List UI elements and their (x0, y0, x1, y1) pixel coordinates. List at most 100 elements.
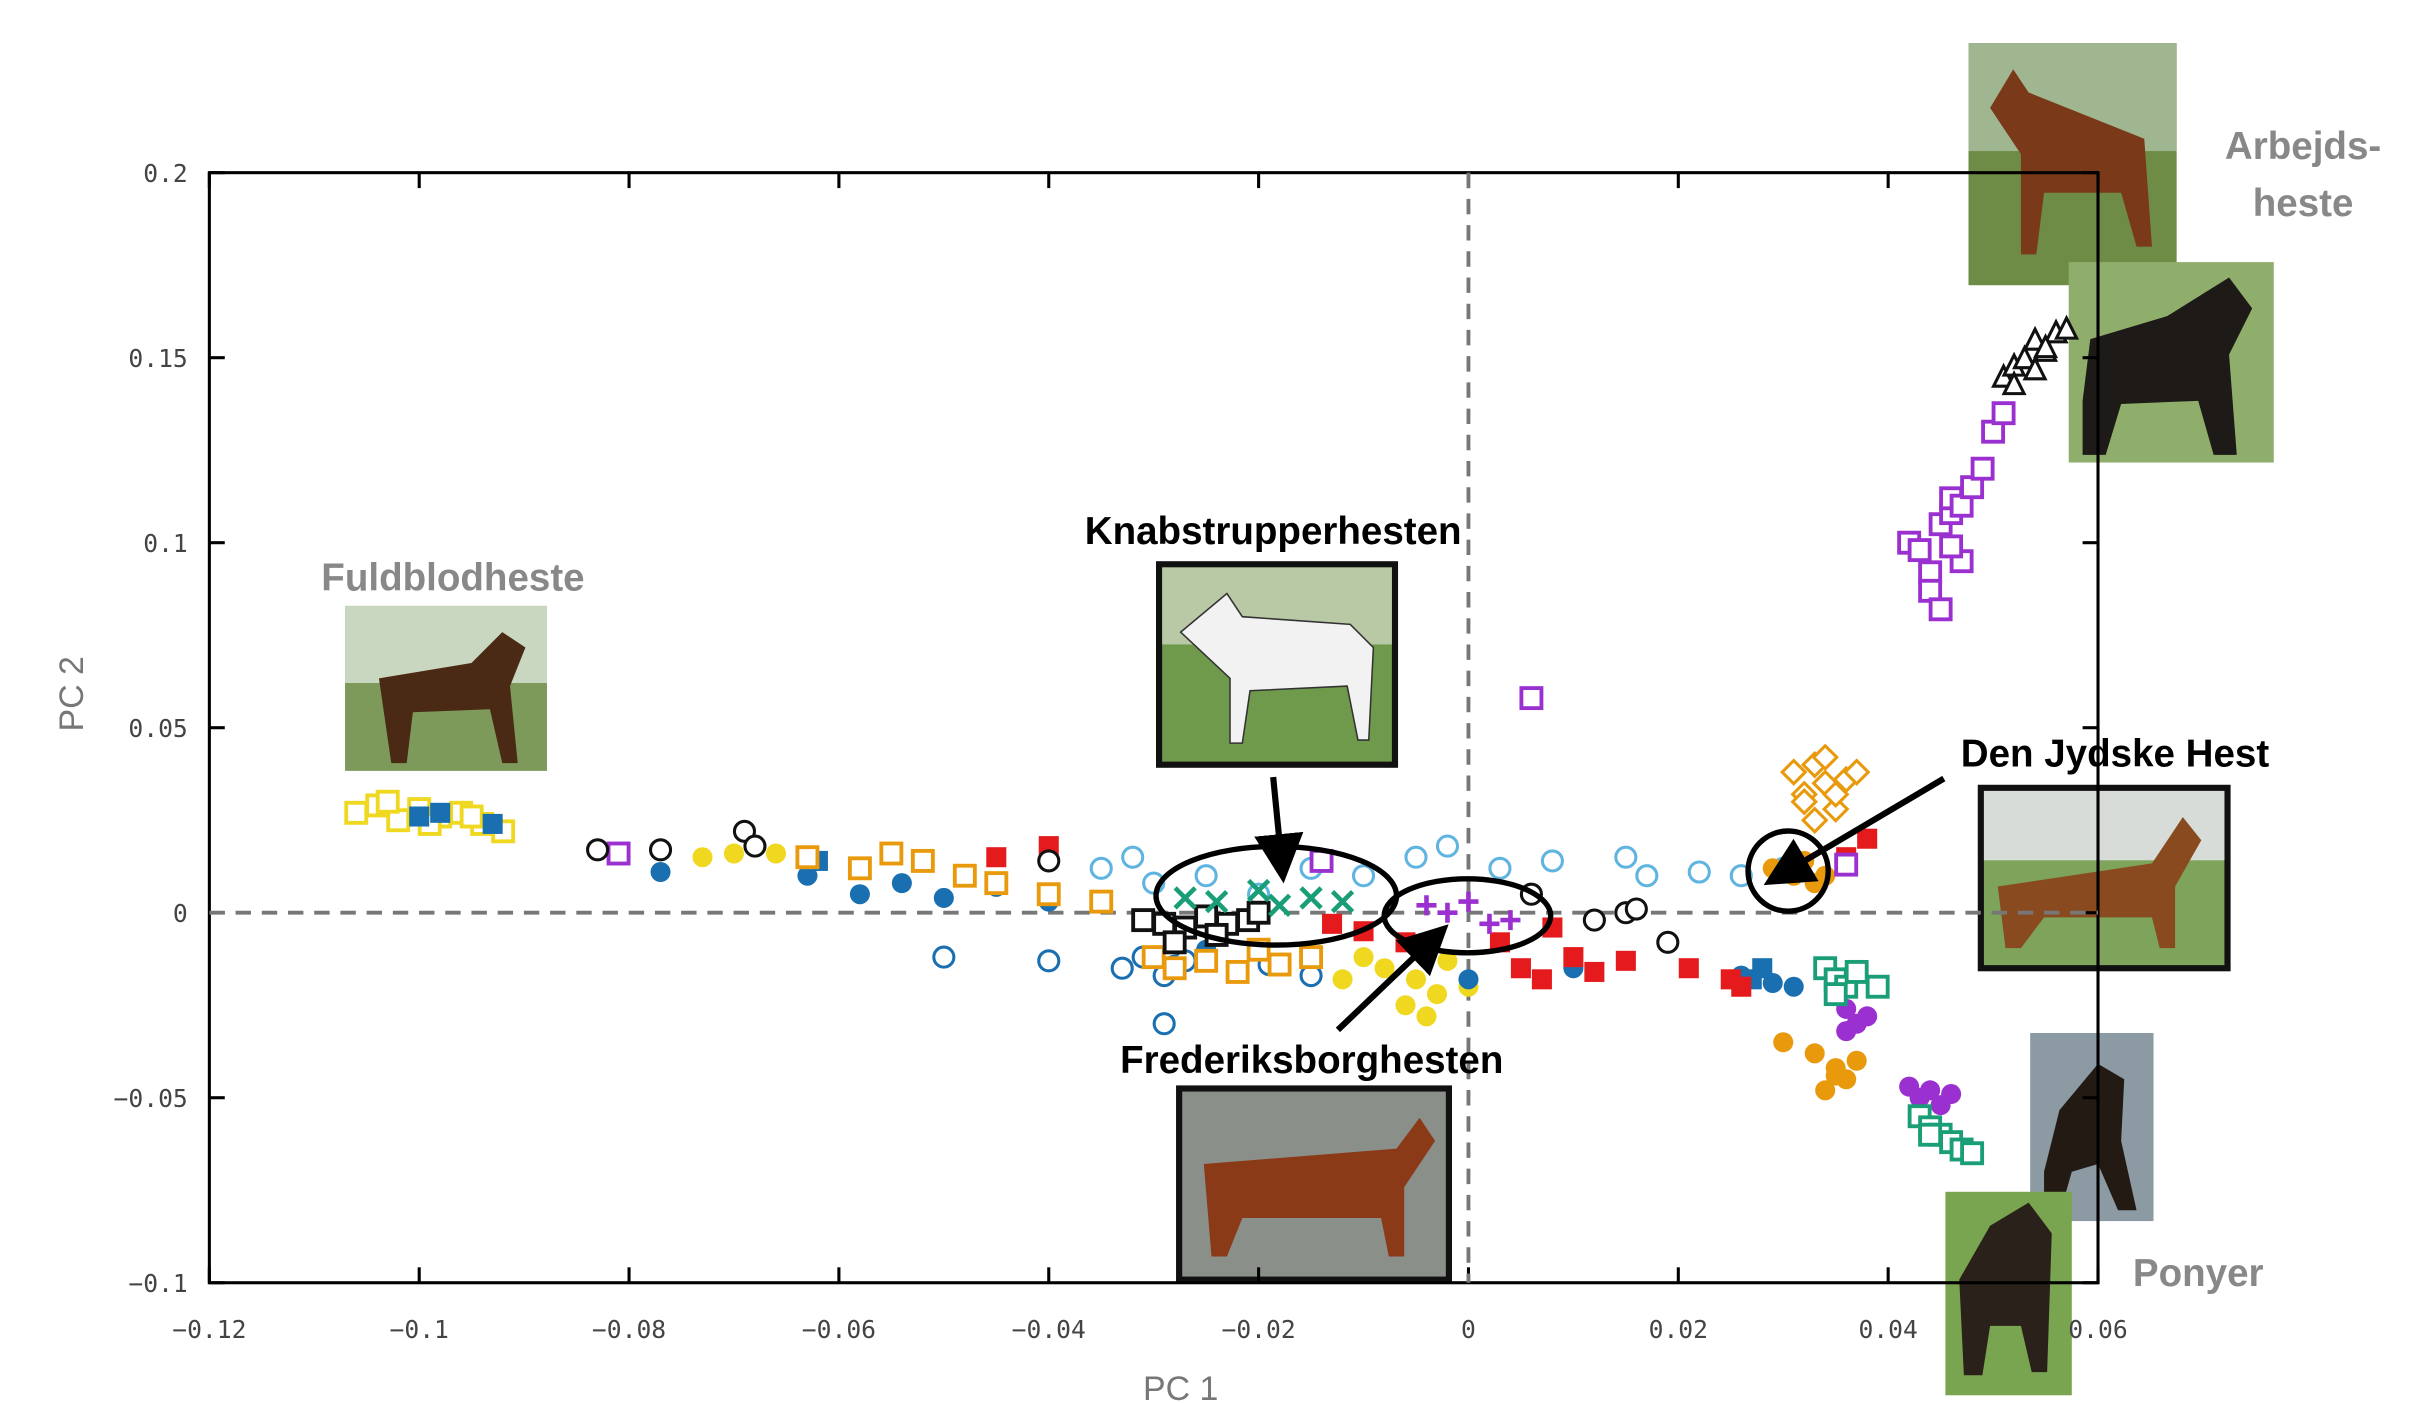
point (724, 843, 744, 863)
point (986, 873, 1006, 893)
point (1994, 403, 2014, 423)
point (1521, 688, 1541, 708)
point (1763, 973, 1783, 993)
y-tick-label: −0.05 (114, 1084, 188, 1113)
x-axis-title: PC 1 (1143, 1370, 1218, 1403)
x-tick-label: −0.12 (172, 1315, 246, 1344)
point (483, 814, 503, 834)
annotation: Fuldblodheste (321, 556, 584, 599)
point (1165, 958, 1185, 978)
point (1437, 836, 1457, 856)
point (1354, 947, 1374, 967)
point (986, 847, 1006, 867)
point (1805, 1043, 1825, 1063)
point (1847, 1051, 1867, 1071)
point (1039, 884, 1059, 904)
point (1637, 866, 1657, 886)
point (1039, 851, 1059, 871)
point (1133, 910, 1153, 930)
x-tick-label: 0.02 (1649, 1315, 1708, 1344)
point (1091, 892, 1111, 912)
point (1616, 847, 1636, 867)
point (1941, 536, 1961, 556)
point (1458, 892, 1478, 912)
point (1773, 1032, 1793, 1052)
point (1857, 829, 1877, 849)
x-tick-label: −0.08 (592, 1315, 666, 1344)
point (1920, 1125, 1940, 1145)
point (409, 806, 429, 826)
y-tick-label: 0.1 (143, 529, 188, 558)
point (1249, 903, 1269, 923)
point (1826, 1066, 1846, 1086)
point (1395, 995, 1415, 1015)
x-tick-label: 0 (1461, 1315, 1476, 1344)
point (934, 888, 954, 908)
point (1511, 958, 1531, 978)
annotation: Ponyer (2133, 1252, 2264, 1295)
point (745, 836, 765, 856)
point (1437, 903, 1457, 923)
point (1301, 888, 1321, 908)
point (1091, 858, 1111, 878)
point (934, 947, 954, 967)
point (1112, 958, 1132, 978)
point (881, 843, 901, 863)
point (913, 851, 933, 871)
point (1836, 855, 1856, 875)
point (1826, 984, 1846, 1004)
point (1626, 899, 1646, 919)
point (1931, 599, 1951, 619)
y-axis-title: PC 2 (53, 656, 91, 731)
point (1354, 866, 1374, 886)
y-tick-label: 0.05 (128, 714, 187, 743)
y-tick-label: 0.15 (128, 344, 187, 373)
point (1784, 977, 1804, 997)
point (1679, 958, 1699, 978)
point (1458, 969, 1478, 989)
point (1144, 947, 1164, 967)
point (1416, 1006, 1436, 1026)
point (1165, 932, 1185, 952)
point (1333, 969, 1353, 989)
point (378, 792, 398, 812)
point (651, 840, 671, 860)
point (1910, 540, 1930, 560)
point (1154, 1014, 1174, 1034)
point (1584, 962, 1604, 982)
annotation: Knabstrupperhesten (1085, 510, 1462, 553)
point (1857, 1006, 1877, 1026)
point (1868, 977, 1888, 997)
point (651, 862, 671, 882)
point (1406, 969, 1426, 989)
point (766, 843, 786, 863)
point (1563, 947, 1583, 967)
point (1333, 892, 1353, 912)
annotation: Frederiksborghesten (1120, 1039, 1503, 1082)
x-tick-label: 0.04 (1858, 1315, 1917, 1344)
point (1847, 962, 1867, 982)
point (1406, 847, 1426, 867)
point (1479, 914, 1499, 934)
point (1196, 951, 1216, 971)
highlight-ellipse (1156, 846, 1397, 945)
point (1270, 895, 1290, 915)
x-tick-label: −0.06 (802, 1315, 876, 1344)
x-tick-label: −0.1 (390, 1315, 449, 1344)
point (1532, 969, 1552, 989)
point (1270, 955, 1290, 975)
point (1836, 1021, 1856, 1041)
point (1301, 947, 1321, 967)
photos (345, 43, 2274, 1395)
point (850, 884, 870, 904)
point (346, 803, 366, 823)
point (609, 843, 629, 863)
point (1689, 862, 1709, 882)
point (1542, 851, 1562, 871)
point (850, 858, 870, 878)
point (462, 806, 482, 826)
point (1490, 858, 1510, 878)
point (430, 803, 450, 823)
point (1427, 984, 1447, 1004)
x-tick-label: 0.06 (2068, 1315, 2127, 1344)
